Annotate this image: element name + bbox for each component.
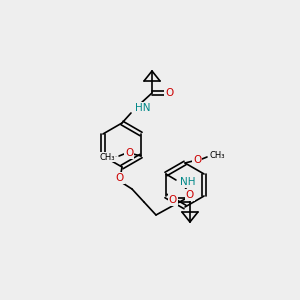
Text: O: O bbox=[193, 155, 201, 165]
Text: O: O bbox=[125, 148, 133, 158]
Text: NH: NH bbox=[180, 177, 195, 187]
Text: CH₃: CH₃ bbox=[210, 152, 226, 160]
Text: O: O bbox=[186, 190, 194, 200]
Text: methoxy: methoxy bbox=[112, 155, 118, 157]
Text: HN: HN bbox=[135, 103, 151, 113]
Text: CH₃: CH₃ bbox=[100, 152, 115, 161]
Text: O: O bbox=[169, 195, 177, 205]
Text: O: O bbox=[165, 88, 173, 98]
Text: O: O bbox=[116, 173, 124, 183]
